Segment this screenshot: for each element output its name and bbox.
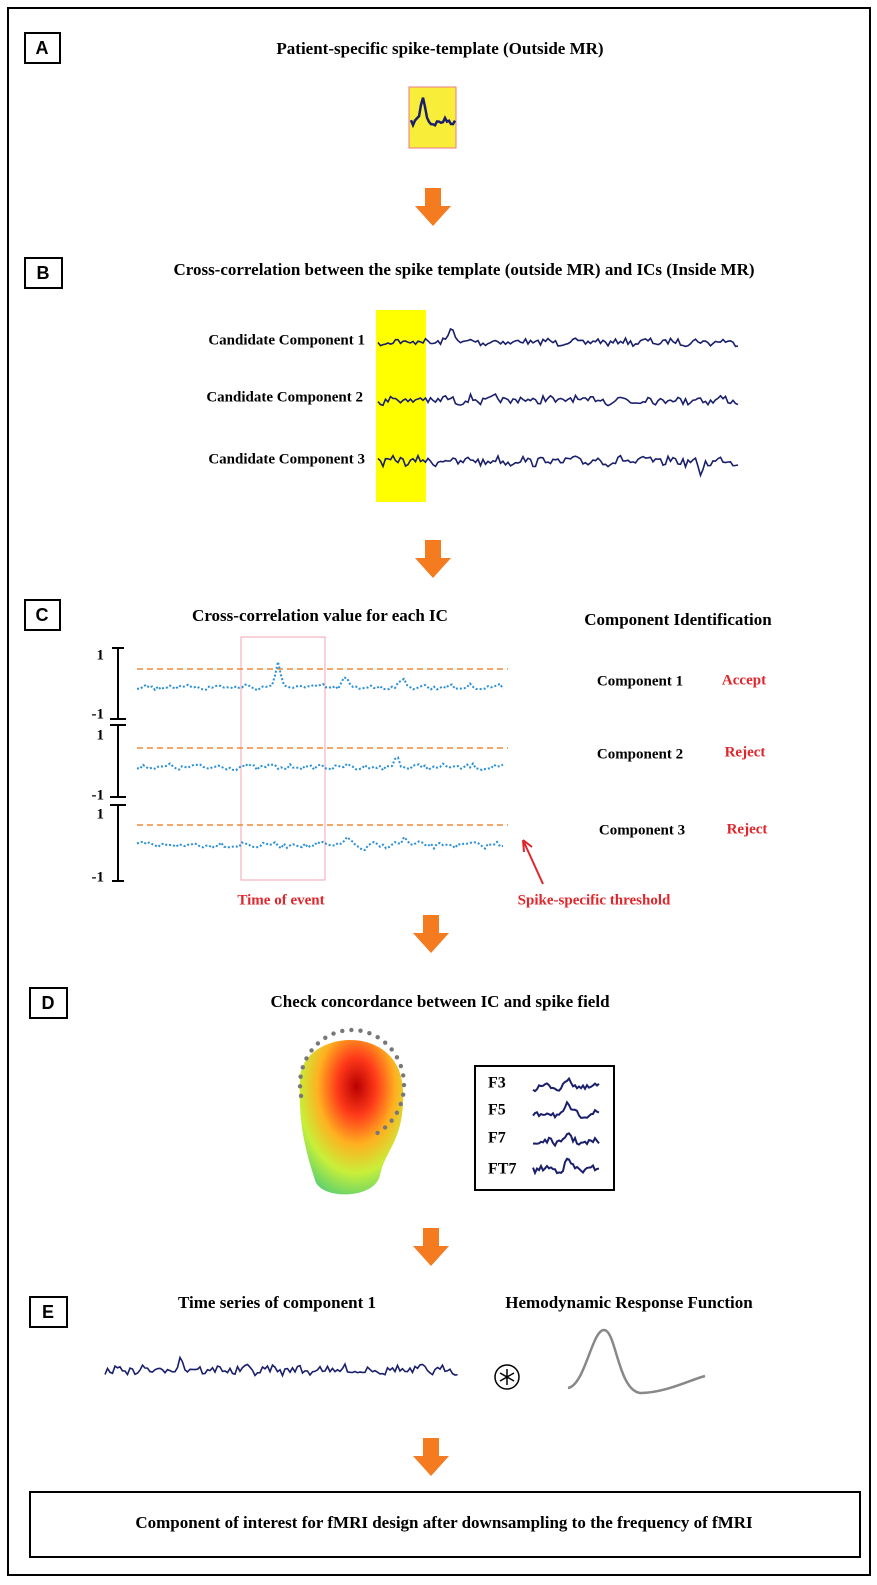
waveform — [378, 394, 738, 406]
electrode — [399, 1064, 403, 1068]
component-label: Candidate Component 2 — [206, 389, 363, 405]
axis-label: 1 — [97, 647, 105, 663]
electrode — [399, 1102, 403, 1106]
electrode — [323, 1036, 327, 1040]
convolution-symbol — [495, 1365, 519, 1389]
waveform — [378, 329, 738, 346]
flow-arrow — [415, 188, 451, 226]
panel-title: Check concordance between IC and spike f… — [270, 992, 610, 1011]
electrode — [309, 1048, 313, 1052]
electrode — [298, 1074, 302, 1078]
flow-arrow — [413, 915, 449, 953]
waveform — [137, 662, 503, 691]
electrode — [389, 1118, 393, 1122]
decision: Accept — [722, 672, 766, 688]
electrode — [316, 1041, 320, 1045]
channel-label: FT7 — [488, 1161, 516, 1178]
panel-title: Hemodynamic Response Function — [505, 1293, 753, 1312]
shift-arrow — [426, 418, 454, 446]
flow-arrow — [415, 540, 451, 578]
axis-bracket — [110, 648, 126, 719]
waveform — [533, 1079, 599, 1092]
hrf-curve — [568, 1330, 705, 1393]
panel-label: E — [42, 1302, 54, 1322]
panel-title: Time series of component 1 — [178, 1293, 376, 1312]
annotation: Spike-specific threshold — [518, 892, 671, 908]
asterisk — [500, 1369, 514, 1385]
electrode — [395, 1055, 399, 1059]
axis-label: -1 — [92, 706, 105, 722]
axis-label: 1 — [97, 806, 105, 822]
electrode — [304, 1056, 308, 1060]
axis-label: 1 — [97, 727, 105, 743]
electrode — [298, 1084, 302, 1088]
waveform — [533, 1159, 599, 1173]
panel-label: B — [37, 263, 50, 283]
decision: Reject — [725, 744, 766, 760]
axis-label: -1 — [92, 787, 105, 803]
electrode — [375, 1035, 379, 1039]
event-window — [241, 637, 325, 880]
electrode — [395, 1111, 399, 1115]
panel-title: Cross-correlation value for each IC — [192, 606, 448, 625]
waveform — [378, 456, 738, 476]
component-name: Component 3 — [599, 822, 685, 838]
electrode — [383, 1040, 387, 1044]
component-label: Candidate Component 1 — [208, 332, 365, 348]
electrode — [301, 1065, 305, 1069]
component-name: Component 1 — [597, 673, 683, 689]
electrode — [402, 1083, 406, 1087]
axis-bracket — [110, 725, 126, 797]
component-name: Component 2 — [597, 746, 683, 762]
electrode — [340, 1029, 344, 1033]
component-label: Candidate Component 3 — [208, 451, 365, 467]
channel-label: F5 — [488, 1102, 506, 1119]
electrode — [389, 1047, 393, 1051]
waveform — [137, 758, 503, 771]
panel-label: D — [42, 993, 55, 1013]
panel-label: A — [36, 38, 49, 58]
electrode — [331, 1031, 335, 1035]
channel-label: F7 — [488, 1130, 506, 1147]
decision: Reject — [727, 821, 768, 837]
panel-label: C — [36, 605, 49, 625]
electrode — [383, 1125, 387, 1129]
flow-arrow — [413, 1228, 449, 1266]
waveform — [533, 1133, 599, 1145]
waveform — [105, 1358, 458, 1376]
electrode — [367, 1031, 371, 1035]
electrode — [401, 1092, 405, 1096]
electrode — [375, 1131, 379, 1135]
electrode — [401, 1073, 405, 1077]
waveform — [533, 1102, 599, 1118]
annotation: Time of event — [237, 892, 324, 908]
electrode — [299, 1094, 303, 1098]
channel-label: F3 — [488, 1075, 506, 1092]
figure: A B C D E Patient-specific spike-templat… — [0, 0, 877, 1580]
axis-brackets — [110, 648, 126, 881]
section-title: Component Identification — [584, 610, 772, 629]
threshold-arrow — [523, 840, 543, 884]
footer-text: Component of interest for fMRI design af… — [135, 1513, 753, 1532]
electrode — [349, 1028, 353, 1032]
panel-title: Cross-correlation between the spike temp… — [173, 260, 754, 279]
panel-title: Patient-specific spike-template (Outside… — [276, 39, 603, 58]
head-map — [300, 1040, 403, 1194]
waveform — [137, 837, 503, 850]
axis-bracket — [110, 805, 126, 881]
outer-border — [8, 8, 870, 1575]
electrode — [358, 1029, 362, 1033]
flow-arrow — [413, 1438, 449, 1476]
axis-label: -1 — [92, 869, 105, 885]
